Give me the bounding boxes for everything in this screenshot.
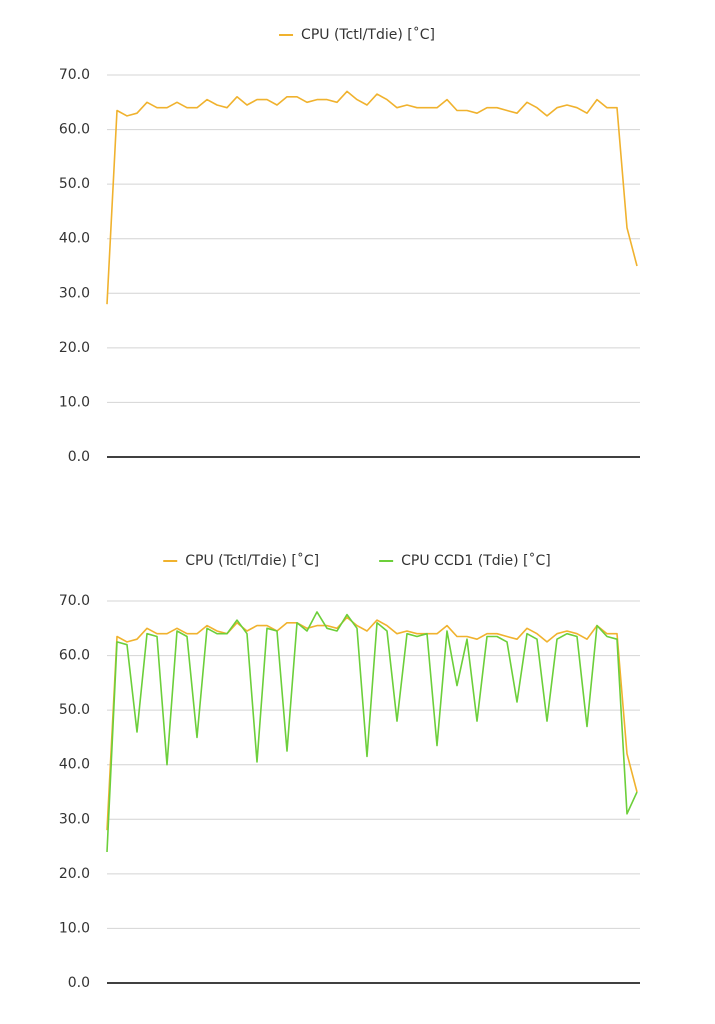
y-tick-label: 30.0 xyxy=(59,285,90,301)
y-tick-label: 10.0 xyxy=(59,394,90,410)
y-tick-label: 20.0 xyxy=(59,866,90,882)
y-tick-label: 70.0 xyxy=(59,67,90,83)
y-tick-label: 60.0 xyxy=(59,122,90,138)
data-line xyxy=(106,616,638,831)
y-tick-label: 0.0 xyxy=(68,449,90,465)
y-tick-label: 70.0 xyxy=(59,593,90,609)
y-tick-label: 0.0 xyxy=(68,975,90,991)
y-tick-label: 40.0 xyxy=(59,757,90,773)
y-tick-label: 30.0 xyxy=(59,811,90,827)
legend-label: CPU (Tctl/Tdie) [˚C] xyxy=(185,552,319,569)
data-line xyxy=(106,611,638,853)
legend-label: CPU (Tctl/Tdie) [˚C] xyxy=(301,26,435,43)
y-tick-label: 20.0 xyxy=(59,340,90,356)
y-tick-label: 50.0 xyxy=(59,176,90,192)
data-line xyxy=(106,90,638,305)
y-tick-label: 50.0 xyxy=(59,702,90,718)
y-tick-label: 40.0 xyxy=(59,231,90,247)
legend-label: CPU CCD1 (Tdie) [˚C] xyxy=(401,552,551,569)
y-tick-label: 60.0 xyxy=(59,648,90,664)
y-tick-label: 10.0 xyxy=(59,920,90,936)
